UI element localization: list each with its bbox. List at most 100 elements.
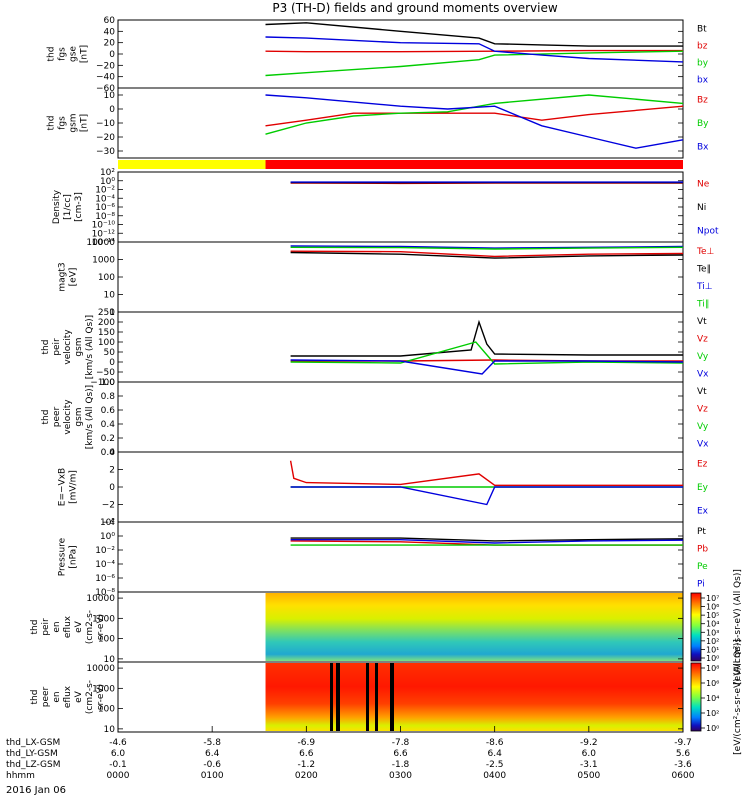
ion_spectrogram-ylabel-6: sr-eV) xyxy=(96,614,106,640)
xaxis-row-3-value-3: 0300 xyxy=(389,771,412,781)
electron_velocity-frame xyxy=(118,382,683,452)
xaxis-row-1-value-5: 6.0 xyxy=(582,749,597,759)
temperature-legend-Te⊥: Te⊥ xyxy=(696,247,715,257)
electron_velocity-ylabel-0: thd xyxy=(41,410,51,425)
ion_velocity-ytick-label-5: 0 xyxy=(109,358,115,368)
fgs_gsm-series-Bz xyxy=(266,106,684,126)
xaxis-row-2-value-3: -1.8 xyxy=(392,760,410,770)
density-legend-Ne: Ne xyxy=(697,180,710,190)
fgs_gse-frame xyxy=(118,20,683,88)
xaxis-row-0-value-2: -6.9 xyxy=(298,738,316,748)
electron_velocity-ytick-label-2: 0.6 xyxy=(101,406,116,416)
xaxis-row-0-value-5: -9.2 xyxy=(580,738,598,748)
electron_spectrogram-ytick-label-0: 10000 xyxy=(86,664,115,674)
date-label: 2016 Jan 06 xyxy=(6,785,66,796)
ion_velocity-ylabel-0: thd xyxy=(41,340,51,355)
efield-legend-Ey: Ey xyxy=(697,483,709,493)
pressure-ylabel-0: Pressure xyxy=(58,537,68,576)
ion_velocity-legend-Vy: Vy xyxy=(697,352,709,362)
efield-ytick-label-0: 4 xyxy=(109,448,115,458)
mode-bar-segment-1 xyxy=(266,160,683,169)
fgs_gse-ytick-label-5: −40 xyxy=(96,73,115,83)
fgs_gse-series-Bt xyxy=(266,23,684,46)
xaxis-row-3-value-4: 0400 xyxy=(483,771,506,781)
electron_velocity-ylabel-2: velocity xyxy=(63,399,73,435)
pressure-ytick-label-4: 10⁻⁶ xyxy=(95,574,115,584)
fgs_gsm-legend-Bx: Bx xyxy=(697,142,709,152)
fgs_gsm-ytick-label-2: −10 xyxy=(96,119,115,129)
fgs_gse-ytick-label-2: 20 xyxy=(104,39,116,49)
electron_spectrogram-colorbar-tick-label-1: 10⁶ xyxy=(706,679,719,688)
electron_spectrogram-ylabel-1: peer xyxy=(41,686,51,707)
temperature-legend-Ti⊥: Ti⊥ xyxy=(696,282,713,292)
temperature-ytick-label-2: 100 xyxy=(98,273,115,283)
ion_spectrogram-colorbar xyxy=(691,593,701,661)
electron_spectrogram-ylabel-2: en xyxy=(52,691,62,702)
electron_velocity-legend-Vy: Vy xyxy=(697,422,709,432)
xaxis-row-1-value-0: 6.0 xyxy=(111,749,126,759)
xaxis-row-0-value-4: -8.6 xyxy=(486,738,504,748)
pressure-ytick-label-2: 10⁻² xyxy=(95,546,115,556)
ion_spectrogram-ytick-label-0: 10000 xyxy=(86,594,115,604)
pressure-ylabel-1: [nPa] xyxy=(69,545,79,568)
fgs_gsm-ylabel-0: thd xyxy=(47,116,57,131)
fgs_gsm-legend-Bz: Bz xyxy=(697,96,708,106)
electron_spectrogram-ylabel-6: sr-eV) xyxy=(96,684,106,710)
xaxis-row-0-value-3: -7.8 xyxy=(392,738,410,748)
fgs_gsm-ylabel-3: [nT] xyxy=(80,114,90,132)
electron_spectrogram-datagap-3 xyxy=(375,663,378,731)
temperature-legend-Te∥: Te∥ xyxy=(696,264,711,274)
ion_spectrogram-heatmap-fill xyxy=(266,593,683,661)
fgs_gse-ylabel-0: thd xyxy=(47,47,57,62)
xaxis-row-2-value-2: -1.2 xyxy=(298,760,316,770)
electron_velocity-legend-Vt: Vt xyxy=(697,387,707,397)
ion_velocity-ylabel-2: velocity xyxy=(63,329,73,365)
ion_velocity-frame xyxy=(118,312,683,382)
electron_velocity-ytick-label-0: 1.0 xyxy=(101,378,116,388)
electron_spectrogram-datagap-2 xyxy=(366,663,369,731)
electron_spectrogram-colorbar-tick-label-4: 10⁰ xyxy=(706,724,719,733)
efield-ytick-label-1: 2 xyxy=(109,466,115,476)
temperature-ytick-label-3: 10 xyxy=(104,291,116,301)
xaxis-row-label-0: thd_LX-GSM xyxy=(6,738,60,748)
ion_velocity-ylabel-1: peir xyxy=(52,338,62,356)
efield-ylabel-0: E=−VxB xyxy=(58,468,68,506)
pressure-ytick-label-1: 10⁰ xyxy=(100,532,115,542)
electron_spectrogram-datagap-1 xyxy=(336,663,340,731)
pressure-legend-Pt: Pt xyxy=(697,527,706,537)
electron_spectrogram-ylabel-0: thd xyxy=(30,690,40,705)
ion_velocity-ytick-label-3: 100 xyxy=(98,338,115,348)
ion_spectrogram-ylabel-3: eflux xyxy=(63,615,73,638)
ion_spectrogram-ylabel-2: en xyxy=(52,621,62,632)
pressure-ytick-label-0: 10² xyxy=(100,518,115,528)
temperature-ytick-label-0: 10000 xyxy=(86,238,115,248)
pressure-legend-Pi: Pi xyxy=(697,579,705,589)
electron_spectrogram-datagap-4 xyxy=(390,663,394,731)
fgs_gsm-ylabel-2: gsm xyxy=(69,113,79,132)
ion_spectrogram-colorbar-tick-label-7: 10⁰ xyxy=(706,654,719,663)
xaxis-row-label-1: thd_LY-GSM xyxy=(6,749,58,759)
fgs_gsm-series-By xyxy=(266,95,684,134)
electron_spectrogram-colorbar-tick-label-3: 10² xyxy=(706,709,719,718)
xaxis-row-0-value-6: -9.7 xyxy=(674,738,692,748)
efield-legend-Ez: Ez xyxy=(697,460,708,470)
electron_velocity-ytick-label-3: 0.4 xyxy=(101,420,116,430)
xaxis-row-1-value-2: 6.6 xyxy=(299,749,314,759)
xaxis-row-1-value-1: 6.4 xyxy=(205,749,220,759)
fgs_gsm-ytick-label-0: 10 xyxy=(104,91,116,101)
fgs_gsm-legend-By: By xyxy=(697,119,709,129)
electron_spectrogram-ytick-label-3: 10 xyxy=(104,725,116,735)
temperature-ytick-label-1: 1000 xyxy=(92,256,115,266)
xaxis-row-2-value-1: -0.6 xyxy=(203,760,221,770)
fgs_gse-legend-Bt: Bt xyxy=(697,25,707,35)
electron_spectrogram-colorbar xyxy=(691,663,701,731)
temperature-legend-Ti∥: Ti∥ xyxy=(696,299,709,309)
efield-ylabel-1: [mV/m] xyxy=(69,470,79,504)
ion_velocity-ytick-label-1: 200 xyxy=(98,318,115,328)
fgs_gsm-ytick-label-1: 0 xyxy=(109,105,115,115)
electron_spectrogram-heatmap-fill xyxy=(266,663,683,731)
xaxis-row-1-value-4: 6.4 xyxy=(488,749,503,759)
ion_velocity-ylabel-3: gsm xyxy=(74,337,84,356)
